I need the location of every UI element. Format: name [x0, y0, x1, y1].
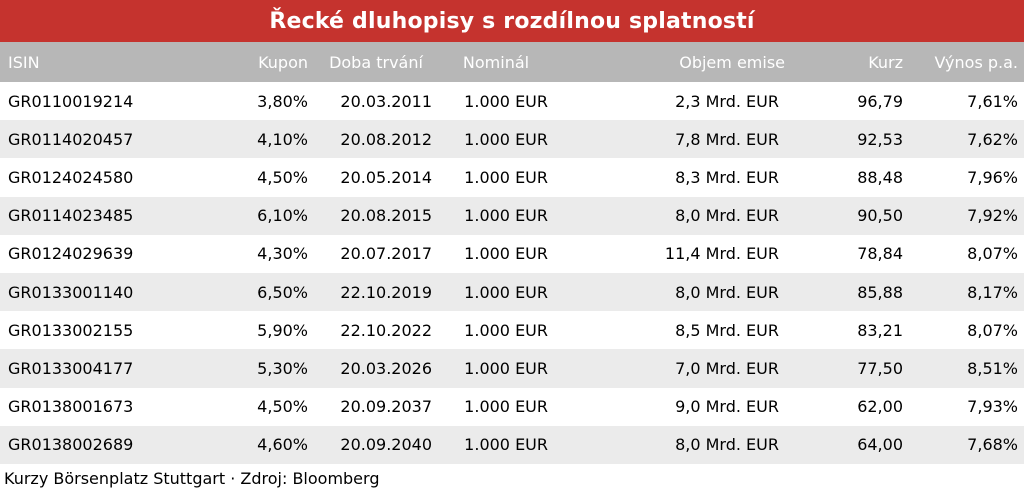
- cell-nominal: 1.000 EUR: [438, 158, 554, 197]
- bonds-table: ISIN Kupon Doba trvání Nominál Objem emise Ku…: [0, 42, 1024, 464]
- cell-isin: GR0114023485: [0, 196, 172, 235]
- cell-vynos: 7,61%: [909, 82, 1024, 121]
- table-body: GR0110019214 3,80% 20.03.2011 1.000 EUR 2,3 …: [0, 82, 1024, 464]
- table-row: GR0133001140 6,50% 22.10.2019 1.000 EUR 8,0 …: [0, 272, 1024, 312]
- cell-kupon: 4,30%: [172, 234, 314, 273]
- cell-isin: GR0138002689: [0, 425, 172, 464]
- cell-nominal: 1.000 EUR: [438, 234, 554, 273]
- cell-kurz: 83,21: [785, 311, 909, 350]
- cell-kurz: 96,79: [785, 82, 909, 121]
- column-header-objem-emise: Objem emise: [554, 42, 785, 82]
- cell-objem-emise: 11,4 Mrd. EUR: [554, 234, 785, 273]
- cell-doba-trvani: 20.08.2015: [314, 196, 438, 235]
- cell-vynos: 8,17%: [909, 272, 1024, 312]
- cell-kupon: 6,10%: [172, 196, 314, 235]
- cell-nominal: 1.000 EUR: [438, 349, 554, 388]
- cell-isin: GR0114020457: [0, 120, 172, 159]
- cell-isin: GR0133001140: [0, 272, 172, 312]
- cell-objem-emise: 8,0 Mrd. EUR: [554, 196, 785, 235]
- cell-vynos: 8,51%: [909, 349, 1024, 388]
- cell-doba-trvani: 20.09.2040: [314, 425, 438, 464]
- source-footnote: Kurzy Börsenplatz Stuttgart · Zdroj: Blo…: [4, 468, 380, 488]
- table-row: GR0114020457 4,10% 20.08.2012 1.000 EUR 7,8 …: [0, 120, 1024, 159]
- table-row: GR0114023485 6,10% 20.08.2015 1.000 EUR 8,0 …: [0, 196, 1024, 235]
- cell-objem-emise: 8,0 Mrd. EUR: [554, 272, 785, 312]
- cell-vynos: 7,92%: [909, 196, 1024, 235]
- cell-objem-emise: 8,0 Mrd. EUR: [554, 425, 785, 464]
- cell-kupon: 4,50%: [172, 158, 314, 197]
- cell-kurz: 78,84: [785, 234, 909, 273]
- cell-kupon: 4,50%: [172, 387, 314, 426]
- cell-nominal: 1.000 EUR: [438, 82, 554, 121]
- table-row: GR0133002155 5,90% 22.10.2022 1.000 EUR 8,5 …: [0, 311, 1024, 350]
- table-header-row: ISIN Kupon Doba trvání Nominál Objem emise Ku…: [0, 42, 1024, 82]
- cell-vynos: 8,07%: [909, 311, 1024, 350]
- cell-isin: GR0133002155: [0, 311, 172, 350]
- table-row: GR0138002689 4,60% 20.09.2040 1.000 EUR 8,0 …: [0, 425, 1024, 464]
- cell-objem-emise: 2,3 Mrd. EUR: [554, 82, 785, 121]
- cell-nominal: 1.000 EUR: [438, 272, 554, 312]
- column-header-kurz: Kurz: [785, 42, 909, 82]
- cell-doba-trvani: 20.03.2026: [314, 349, 438, 388]
- cell-kupon: 4,60%: [172, 425, 314, 464]
- cell-isin: GR0124029639: [0, 234, 172, 273]
- cell-doba-trvani: 22.10.2022: [314, 311, 438, 350]
- cell-kupon: 5,90%: [172, 311, 314, 350]
- cell-isin: GR0133004177: [0, 349, 172, 388]
- table-row: GR0124024580 4,50% 20.05.2014 1.000 EUR 8,3 …: [0, 158, 1024, 197]
- column-header-doba-trvani: Doba trvání: [314, 42, 438, 82]
- cell-kurz: 85,88: [785, 272, 909, 312]
- cell-objem-emise: 8,3 Mrd. EUR: [554, 158, 785, 197]
- cell-kurz: 77,50: [785, 349, 909, 388]
- cell-kurz: 64,00: [785, 425, 909, 464]
- table-row: GR0124029639 4,30% 20.07.2017 1.000 EUR 11,4…: [0, 234, 1024, 273]
- column-header-nominal: Nominál: [438, 42, 554, 82]
- table-row: GR0133004177 5,30% 20.03.2026 1.000 EUR 7,0 …: [0, 349, 1024, 388]
- cell-nominal: 1.000 EUR: [438, 196, 554, 235]
- cell-kupon: 6,50%: [172, 272, 314, 312]
- table-row: GR0110019214 3,80% 20.03.2011 1.000 EUR 2,3 …: [0, 82, 1024, 121]
- cell-kupon: 5,30%: [172, 349, 314, 388]
- cell-doba-trvani: 20.05.2014: [314, 158, 438, 197]
- cell-kurz: 90,50: [785, 196, 909, 235]
- cell-nominal: 1.000 EUR: [438, 387, 554, 426]
- cell-kupon: 4,10%: [172, 120, 314, 159]
- cell-objem-emise: 9,0 Mrd. EUR: [554, 387, 785, 426]
- cell-kurz: 92,53: [785, 120, 909, 159]
- cell-doba-trvani: 20.03.2011: [314, 82, 438, 121]
- cell-nominal: 1.000 EUR: [438, 311, 554, 350]
- column-header-isin: ISIN: [0, 42, 172, 82]
- cell-vynos: 7,68%: [909, 425, 1024, 464]
- cell-doba-trvani: 20.09.2037: [314, 387, 438, 426]
- cell-kurz: 62,00: [785, 387, 909, 426]
- cell-doba-trvani: 20.08.2012: [314, 120, 438, 159]
- cell-vynos: 7,96%: [909, 158, 1024, 197]
- table-row: GR0138001673 4,50% 20.09.2037 1.000 EUR 9,0 …: [0, 387, 1024, 426]
- column-header-kupon: Kupon: [172, 42, 314, 82]
- cell-isin: GR0124024580: [0, 158, 172, 197]
- cell-doba-trvani: 20.07.2017: [314, 234, 438, 273]
- column-header-vynos: Výnos p.a.: [909, 42, 1024, 82]
- chart-title: Řecké dluhopisy s rozdílnou splatností: [0, 0, 1024, 42]
- cell-isin: GR0138001673: [0, 387, 172, 426]
- cell-vynos: 8,07%: [909, 234, 1024, 273]
- cell-isin: GR0110019214: [0, 82, 172, 121]
- cell-objem-emise: 8,5 Mrd. EUR: [554, 311, 785, 350]
- cell-nominal: 1.000 EUR: [438, 120, 554, 159]
- cell-objem-emise: 7,8 Mrd. EUR: [554, 120, 785, 159]
- cell-doba-trvani: 22.10.2019: [314, 272, 438, 312]
- cell-kurz: 88,48: [785, 158, 909, 197]
- cell-vynos: 7,62%: [909, 120, 1024, 159]
- cell-kupon: 3,80%: [172, 82, 314, 121]
- cell-vynos: 7,93%: [909, 387, 1024, 426]
- cell-objem-emise: 7,0 Mrd. EUR: [554, 349, 785, 388]
- cell-nominal: 1.000 EUR: [438, 425, 554, 464]
